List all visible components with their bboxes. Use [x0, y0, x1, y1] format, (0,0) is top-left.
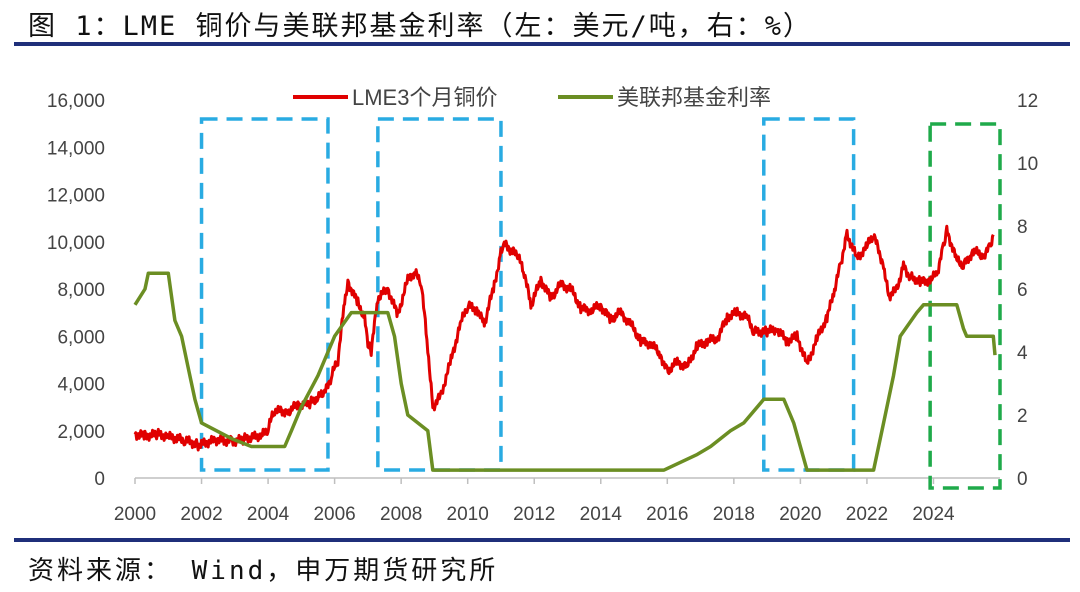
highlight-box-1: [199, 117, 330, 472]
y-right-tick-label: 4: [1017, 343, 1028, 364]
x-tick-label: 2002: [180, 504, 222, 525]
y-left-tick-label: 8,000: [57, 280, 105, 301]
y-left-tick-label: 12,000: [47, 186, 105, 207]
x-tick-label: 2024: [912, 504, 955, 525]
x-tick-label: 2000: [114, 504, 156, 525]
x-tick-label: 2014: [580, 504, 623, 525]
y-left-tick-label: 10,000: [47, 233, 105, 254]
y-right-tick-label: 0: [1017, 469, 1028, 490]
x-tick-label: 2020: [779, 504, 821, 525]
highlight-box-3: [762, 117, 856, 472]
x-tick-label: 2016: [646, 504, 688, 525]
y-left-tick-label: 16,000: [47, 91, 105, 112]
copper-price-line: [133, 224, 995, 452]
y-right-tick-label: 2: [1017, 406, 1028, 427]
x-tick-label: 2006: [313, 504, 355, 525]
y-left-tick-label: 0: [94, 469, 105, 490]
y-right-tick-label: 10: [1017, 154, 1038, 175]
y-right-tick-label: 8: [1017, 217, 1028, 238]
highlight-box-2: [376, 117, 503, 472]
y-left-tick-label: 6,000: [57, 327, 105, 348]
x-tick-label: 2010: [447, 504, 489, 525]
fed-rate-line: [133, 271, 997, 472]
bottom-rule: [14, 538, 1070, 542]
y-left-tick-label: 2,000: [57, 422, 105, 443]
x-tick-label: 2018: [713, 504, 755, 525]
x-tick-label: 2012: [513, 504, 555, 525]
top-rule: [14, 42, 1070, 46]
figure-title: 图 1：LME 铜价与美联邦基金利率（左：美元/吨，右：%）: [28, 11, 813, 42]
y-left-tick-label: 14,000: [47, 138, 105, 159]
y-left-tick-label: 4,000: [57, 375, 105, 396]
source-note: 资料来源： Wind，申万期货研究所: [28, 556, 499, 586]
x-tick-label: 2022: [846, 504, 888, 525]
legend-label-2: 美联邦基金利率: [617, 85, 771, 110]
y-right-tick-label: 6: [1017, 280, 1028, 301]
x-tick-label: 2004: [247, 504, 290, 525]
y-right-tick-label: 12: [1017, 91, 1038, 112]
x-tick-label: 2008: [380, 504, 422, 525]
legend-label-1: LME3个月铜价: [352, 85, 497, 110]
